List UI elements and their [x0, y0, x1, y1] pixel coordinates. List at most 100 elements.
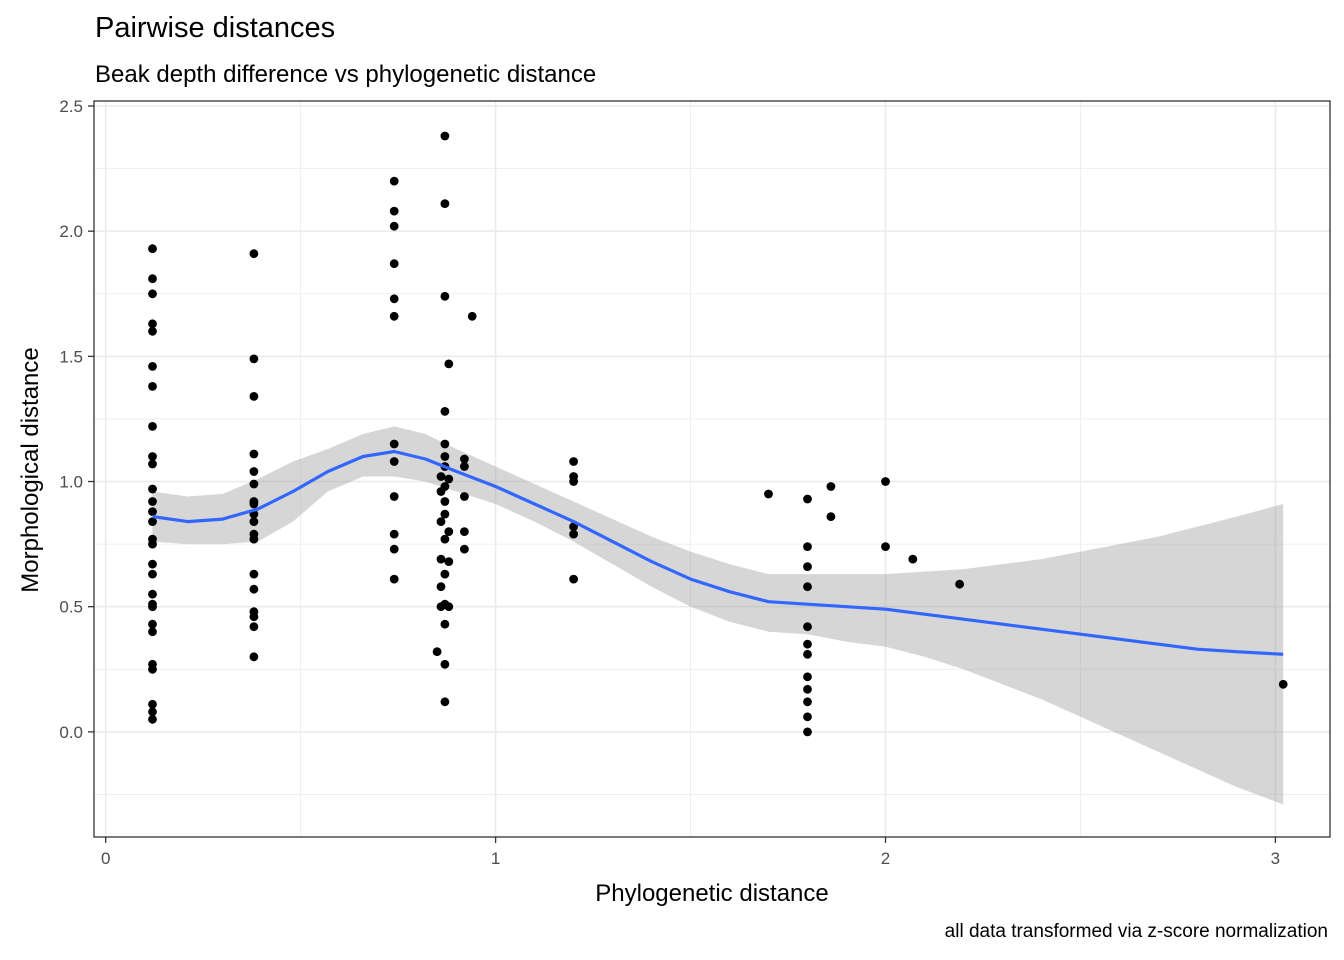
confidence-band-area: [152, 426, 1284, 805]
data-point: [389, 311, 399, 321]
data-point: [389, 529, 399, 539]
data-point: [389, 221, 399, 231]
data-point: [249, 354, 259, 364]
data-point: [881, 542, 890, 551]
x-tick-label: 3: [1271, 849, 1280, 868]
data-point: [148, 589, 157, 599]
data-point: [440, 534, 450, 544]
y-tick-label: 2.0: [59, 222, 83, 241]
data-point: [440, 697, 450, 707]
data-point: [436, 582, 446, 592]
y-axis-title: Morphological distance: [17, 347, 44, 592]
x-axis-ticks: 0 1 2 3: [101, 837, 1280, 868]
data-point: [460, 544, 469, 554]
data-point: [249, 622, 259, 632]
data-points: [148, 131, 1288, 737]
data-point: [389, 457, 399, 466]
data-point: [148, 362, 157, 371]
data-point: [148, 569, 157, 579]
data-point: [436, 517, 446, 526]
data-point: [764, 489, 773, 499]
data-point: [249, 569, 259, 579]
data-point: [460, 492, 469, 501]
data-point: [440, 199, 450, 209]
data-point: [249, 449, 259, 459]
minor-gridlines: [94, 101, 1330, 837]
data-point: [460, 462, 469, 471]
data-point: [148, 714, 157, 724]
data-point: [440, 569, 450, 579]
data-point: [436, 487, 446, 496]
y-tick-label: 1.5: [59, 347, 83, 366]
data-point: [908, 554, 918, 564]
data-point: [569, 529, 578, 539]
data-point: [803, 639, 812, 649]
data-point: [249, 517, 259, 526]
x-tick-label: 0: [101, 849, 110, 868]
y-tick-label: 0.0: [59, 723, 83, 742]
data-point: [249, 499, 259, 509]
data-point: [148, 452, 157, 461]
data-point: [148, 484, 157, 494]
y-axis-ticks: 0.0 0.5 1.0 1.5 2.0 2.5: [59, 97, 94, 742]
confidence-band: [152, 426, 1284, 805]
data-point: [148, 507, 157, 516]
data-point: [389, 544, 399, 554]
x-tick-label: 1: [491, 849, 500, 868]
chart-title: Pairwise distances: [95, 12, 336, 44]
data-point: [148, 559, 157, 569]
y-tick-label: 0.5: [59, 598, 83, 617]
y-tick-label: 2.5: [59, 97, 83, 116]
data-point: [803, 684, 812, 694]
data-point: [1278, 679, 1288, 689]
data-point: [803, 622, 812, 632]
data-point: [803, 582, 812, 592]
data-point: [148, 707, 157, 717]
data-point: [389, 259, 399, 269]
data-point: [440, 509, 450, 519]
data-point: [440, 291, 450, 301]
data-point: [148, 274, 157, 284]
data-point: [148, 664, 157, 674]
data-point: [440, 407, 450, 416]
data-point: [389, 574, 399, 584]
data-point: [249, 392, 259, 401]
data-point: [440, 131, 450, 141]
data-point: [148, 497, 157, 506]
data-point: [148, 459, 157, 469]
data-point: [881, 477, 890, 486]
data-point: [148, 517, 157, 526]
data-point: [436, 554, 446, 564]
data-point: [436, 602, 446, 612]
data-point: [249, 534, 259, 544]
data-point: [148, 326, 157, 336]
x-tick-label: 2: [881, 849, 890, 868]
data-point: [803, 712, 812, 722]
y-tick-label: 1.0: [59, 473, 83, 492]
data-point: [148, 602, 157, 612]
data-point: [444, 557, 454, 566]
data-point: [569, 574, 578, 584]
data-point: [569, 457, 578, 466]
data-point: [249, 584, 259, 594]
data-point: [389, 492, 399, 501]
data-point: [826, 482, 836, 491]
data-point: [444, 527, 454, 536]
data-point: [148, 319, 157, 329]
data-point: [148, 422, 157, 431]
chart-caption: all data transformed via z-score normali…: [944, 921, 1328, 942]
data-point: [803, 727, 812, 737]
data-point: [389, 439, 399, 449]
data-point: [148, 539, 157, 549]
data-point: [148, 627, 157, 637]
data-point: [249, 612, 259, 622]
smooth-line: [152, 449, 1284, 656]
data-point: [444, 602, 454, 612]
data-point: [148, 382, 157, 391]
data-point: [440, 497, 450, 506]
data-point: [803, 672, 812, 682]
data-point: [440, 659, 450, 669]
data-point: [440, 452, 450, 461]
data-point: [569, 477, 578, 486]
